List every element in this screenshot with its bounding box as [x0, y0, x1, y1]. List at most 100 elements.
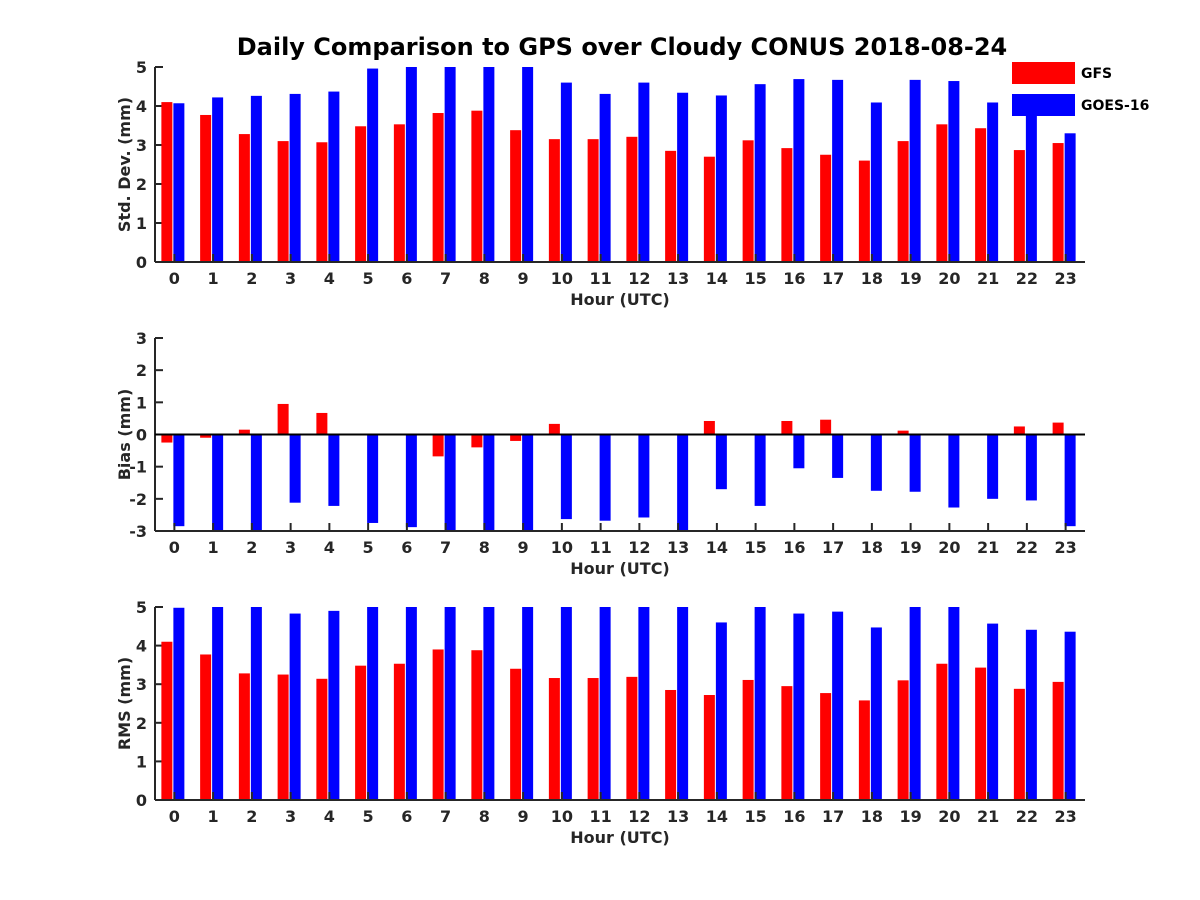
x-tick-label: 20 — [938, 269, 960, 288]
bar-gfs-3 — [277, 403, 289, 435]
x-axis-label: Hour (UTC) — [570, 559, 670, 578]
x-tick-label: 15 — [744, 269, 766, 288]
x-tick-label: 3 — [285, 538, 296, 557]
x-tick-label: 0 — [169, 538, 180, 557]
x-tick-label: 7 — [440, 807, 451, 826]
x-tick-label: 0 — [169, 269, 180, 288]
bar-goes16-13 — [677, 434, 689, 531]
x-tick-label: 1 — [208, 538, 219, 557]
x-tick-label: 9 — [518, 538, 529, 557]
legend-swatch-1 — [1012, 62, 1075, 84]
bar-gfs-20 — [936, 124, 948, 262]
bar-goes16-17 — [832, 611, 844, 800]
y-tick-label: 2 — [136, 361, 147, 380]
bar-gfs-17 — [820, 154, 832, 262]
bar-gfs-9 — [510, 434, 522, 441]
y-axis-label: RMS (mm) — [115, 657, 134, 750]
bar-goes16-7 — [444, 434, 456, 531]
bar-gfs-19 — [897, 141, 909, 262]
x-tick-label: 22 — [1016, 269, 1038, 288]
bar-gfs-4 — [316, 142, 328, 262]
bar-goes16-9 — [522, 67, 534, 262]
bar-goes16-6 — [405, 607, 417, 800]
bar-goes16-21 — [987, 102, 999, 263]
y-tick-label: 3 — [136, 329, 147, 348]
legend-label-1: GFS — [1081, 66, 1112, 82]
bar-goes16-19 — [909, 79, 921, 263]
bar-gfs-5 — [355, 665, 367, 800]
y-tick-label: 4 — [136, 97, 147, 116]
x-tick-label: 23 — [1054, 807, 1076, 826]
y-tick-label: 1 — [136, 393, 147, 412]
bar-goes16-23 — [1064, 434, 1076, 527]
y-tick-label: 4 — [136, 637, 147, 656]
bar-goes16-9 — [522, 434, 534, 531]
bar-gfs-13 — [665, 689, 677, 800]
bar-goes16-4 — [328, 91, 340, 262]
y-tick-label: 0 — [136, 791, 147, 810]
bar-gfs-8 — [471, 650, 483, 800]
bar-gfs-11 — [587, 139, 599, 262]
bar-gfs-10 — [548, 139, 560, 262]
x-tick-label: 22 — [1016, 538, 1038, 557]
bar-gfs-2 — [238, 429, 250, 435]
bar-goes16-16 — [793, 434, 805, 469]
x-tick-label: 10 — [551, 807, 573, 826]
x-axis-label: Hour (UTC) — [570, 290, 670, 309]
bar-gfs-1 — [200, 654, 212, 800]
x-tick-label: 7 — [440, 269, 451, 288]
x-tick-label: 5 — [363, 807, 374, 826]
x-tick-label: 8 — [479, 269, 490, 288]
y-tick-label: 1 — [136, 214, 147, 233]
x-tick-label: 17 — [822, 807, 844, 826]
bar-goes16-9 — [522, 607, 534, 800]
x-tick-label: 9 — [518, 807, 529, 826]
x-tick-label: 5 — [363, 269, 374, 288]
bar-gfs-9 — [510, 130, 522, 262]
bar-gfs-12 — [626, 136, 638, 262]
chart-title: Daily Comparison to GPS over Cloudy CONU… — [237, 33, 1008, 61]
bar-gfs-5 — [355, 126, 367, 262]
bar-goes16-11 — [599, 434, 611, 521]
x-axis-label: Hour (UTC) — [570, 828, 670, 847]
bar-gfs-21 — [975, 128, 987, 262]
bar-goes16-4 — [328, 610, 340, 800]
bar-goes16-2 — [250, 95, 262, 262]
bar-goes16-17 — [832, 434, 844, 478]
bar-gfs-16 — [781, 420, 793, 435]
x-tick-label: 4 — [324, 538, 335, 557]
x-tick-label: 7 — [440, 538, 451, 557]
y-tick-label: 5 — [136, 598, 147, 617]
bar-goes16-11 — [599, 607, 611, 800]
bar-goes16-15 — [754, 84, 766, 262]
bar-gfs-19 — [897, 680, 909, 800]
x-tick-label: 0 — [169, 807, 180, 826]
bar-gfs-3 — [277, 141, 289, 262]
bar-goes16-0 — [173, 103, 185, 263]
bar-gfs-17 — [820, 693, 832, 800]
bar-gfs-4 — [316, 678, 328, 800]
y-tick-label: -1 — [129, 458, 147, 477]
bar-goes16-20 — [948, 81, 960, 262]
bar-gfs-23 — [1052, 681, 1064, 800]
y-tick-label: 5 — [136, 58, 147, 77]
x-tick-label: 22 — [1016, 807, 1038, 826]
bar-gfs-3 — [277, 674, 289, 800]
bar-goes16-5 — [367, 607, 379, 800]
bar-gfs-6 — [393, 124, 405, 262]
x-tick-label: 13 — [667, 269, 689, 288]
bar-goes16-20 — [948, 434, 960, 508]
bar-goes16-5 — [367, 434, 379, 523]
bar-goes16-0 — [173, 434, 185, 527]
bar-gfs-10 — [548, 678, 560, 800]
x-tick-label: 19 — [899, 269, 921, 288]
x-tick-label: 19 — [899, 807, 921, 826]
y-tick-label: 2 — [136, 175, 147, 194]
x-tick-label: 5 — [363, 538, 374, 557]
bar-goes16-23 — [1064, 631, 1076, 800]
bar-goes16-21 — [987, 623, 999, 800]
bar-goes16-15 — [754, 607, 766, 800]
bar-gfs-22 — [1013, 426, 1025, 435]
